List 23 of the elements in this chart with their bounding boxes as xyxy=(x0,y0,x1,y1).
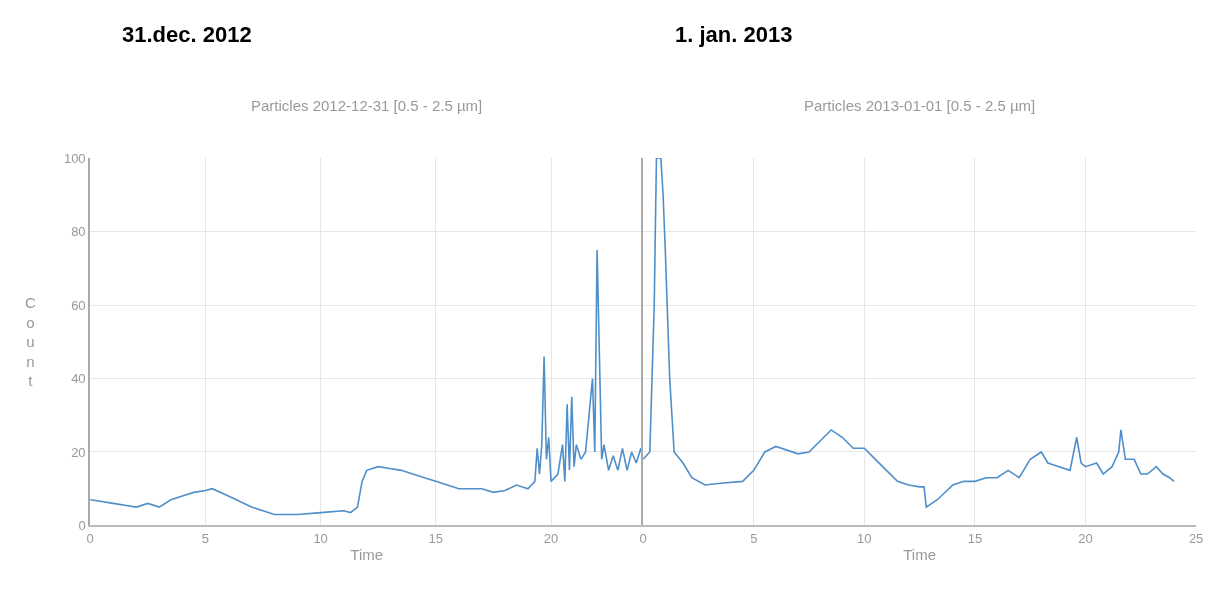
x-tick-label: 10 xyxy=(857,531,872,547)
y-tick-label: 0 xyxy=(78,518,86,533)
x-tick-label: 20 xyxy=(1078,531,1093,547)
x-tick-label: 5 xyxy=(750,531,758,547)
x-tick-label: 25 xyxy=(1188,531,1204,547)
x-tick-label: 15 xyxy=(428,531,444,547)
y-axis-title: Count xyxy=(25,294,36,389)
y-tick-label: 100 xyxy=(63,150,86,166)
x-axis-title: Time xyxy=(903,545,937,563)
x-tick-label: 10 xyxy=(313,531,328,547)
y-tick-label: 80 xyxy=(71,224,86,240)
x-tick-label: 20 xyxy=(543,531,559,547)
x-tick-label: 5 xyxy=(201,531,210,547)
chart-title: 31.dec. 2012 xyxy=(122,22,252,47)
chart-title: 1. jan. 2013 xyxy=(675,22,793,47)
y-tick-label: 40 xyxy=(71,371,86,387)
x-tick-label: 0 xyxy=(639,531,647,547)
y-tick-label: 60 xyxy=(71,297,86,313)
chart-subtitle: Particles 2013-01-01 [0.5 - 2.5 µm] xyxy=(804,97,1036,114)
chart-subtitle: Particles 2012-12-31 [0.5 - 2.5 µm] xyxy=(251,97,483,114)
x-tick-label: 15 xyxy=(967,531,983,547)
y-tick-label: 20 xyxy=(71,444,86,460)
x-axis-title: Time xyxy=(350,545,384,563)
